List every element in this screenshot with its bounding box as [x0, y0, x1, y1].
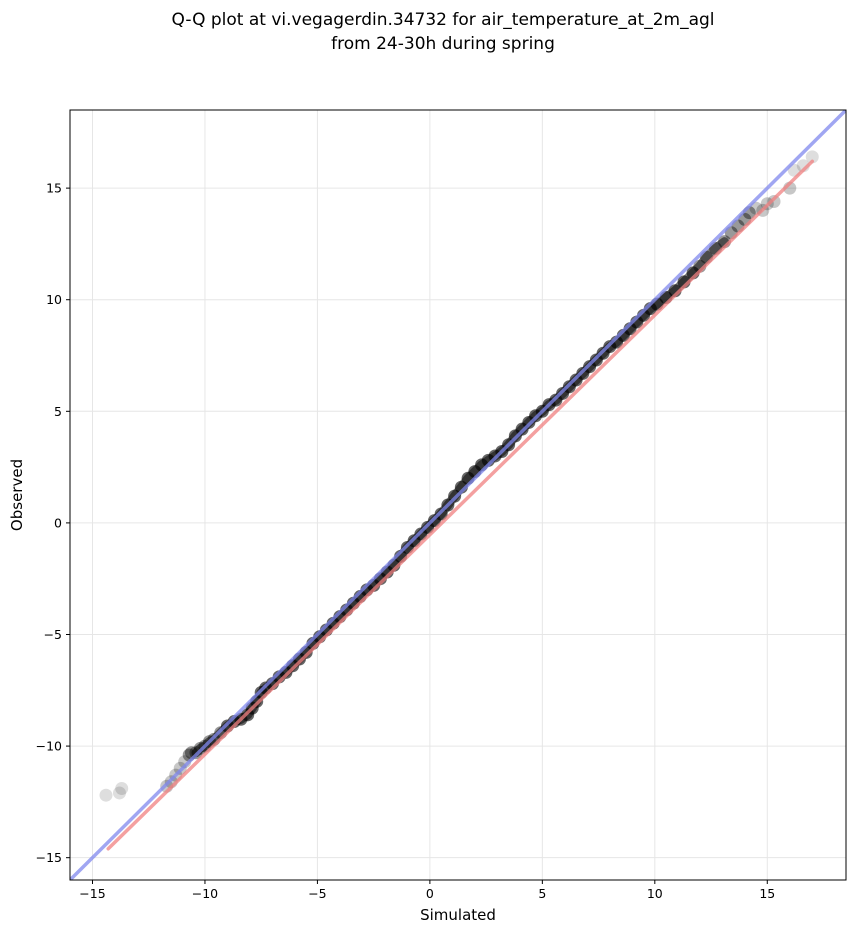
y-tick-label: 10: [46, 292, 62, 307]
quantile-point: [115, 781, 129, 795]
chart-title: Q-Q plot at vi.vegagerdin.34732 for air_…: [171, 10, 714, 30]
x-tick-label: −15: [79, 886, 105, 901]
y-tick-label: −10: [36, 739, 62, 754]
quantile-point: [767, 195, 781, 209]
y-tick-label: 15: [46, 181, 62, 196]
fit-line: [106, 159, 815, 851]
plot-data: [70, 110, 846, 880]
x-tick-label: 15: [759, 886, 775, 901]
x-axis-ticks: −15 −10 −5 0 5 10 15: [79, 880, 775, 901]
y-tick-label: 5: [54, 404, 62, 419]
y-tick-label: −5: [44, 627, 62, 642]
x-tick-label: 0: [426, 886, 434, 901]
grid-lines: [70, 110, 846, 880]
quantile-point: [99, 788, 113, 802]
x-axis-label: Simulated: [420, 906, 496, 924]
x-tick-label: −5: [308, 886, 326, 901]
x-tick-label: −10: [192, 886, 218, 901]
x-tick-label: 5: [538, 886, 546, 901]
y-axis-label: Observed: [8, 459, 26, 531]
y-axis-ticks: −15 −10 −5 0 5 10 15: [36, 181, 70, 865]
chart-subtitle: from 24-30h during spring: [331, 34, 555, 54]
reference-line: [70, 110, 846, 880]
x-tick-label: 10: [647, 886, 663, 901]
plot-frame: [69, 109, 847, 881]
y-tick-label: 0: [54, 515, 62, 530]
quantile-point: [805, 150, 819, 164]
y-tick-label: −15: [36, 850, 62, 865]
quantile-point: [112, 786, 126, 800]
